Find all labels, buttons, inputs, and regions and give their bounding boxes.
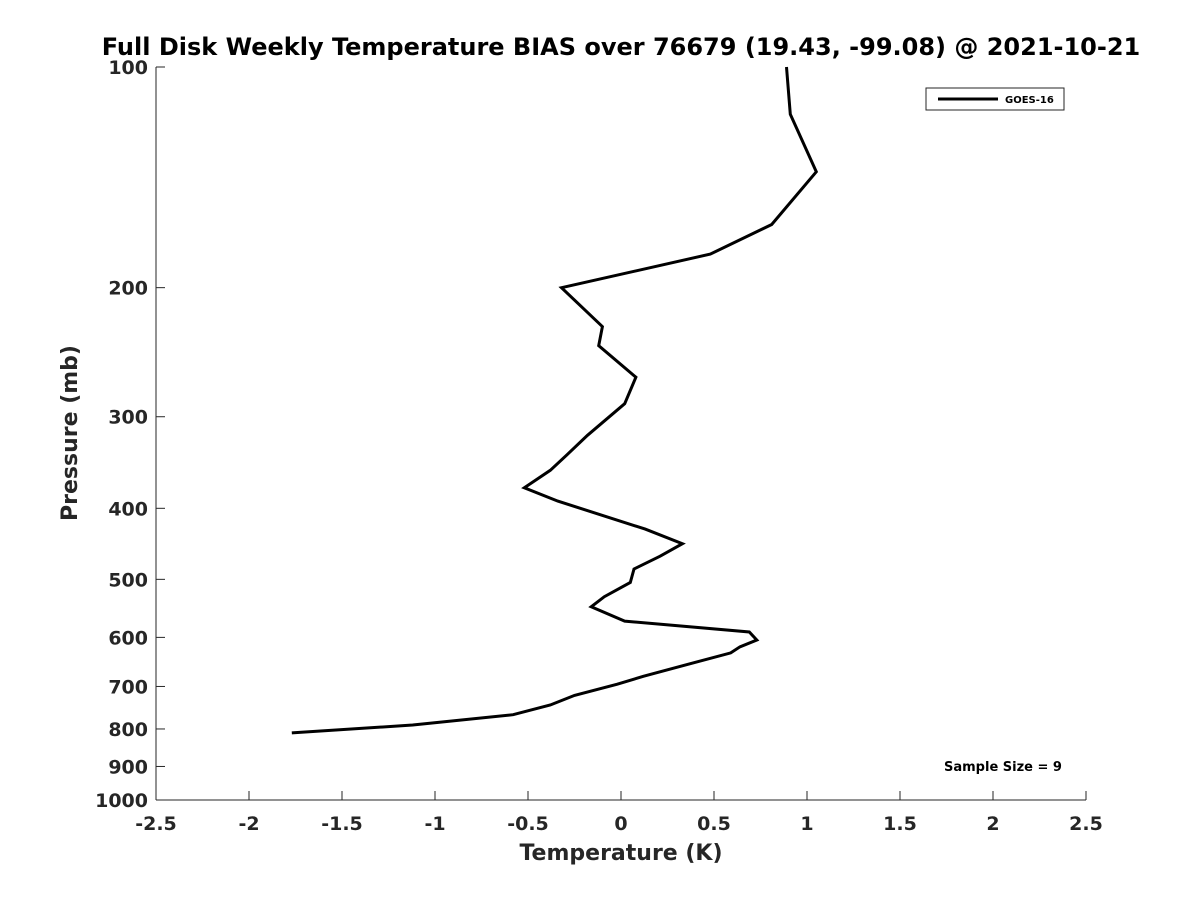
x-tick-label: 1.5 xyxy=(883,813,917,835)
x-tick-label: 2.5 xyxy=(1069,813,1103,835)
x-tick-label: -1 xyxy=(424,813,445,835)
y-tick-label: 400 xyxy=(108,498,148,520)
x-tick-label: -2.5 xyxy=(135,813,177,835)
legend-label-goes-16: GOES-16 xyxy=(1005,95,1054,106)
x-tick-label: 2 xyxy=(986,813,999,835)
sample-size-annotation: Sample Size = 9 xyxy=(944,760,1062,775)
x-tick-label: -1.5 xyxy=(321,813,363,835)
y-tick-label: 200 xyxy=(108,278,148,300)
x-tick-label: 0.5 xyxy=(697,813,731,835)
y-tick-label: 900 xyxy=(108,756,148,778)
chart-title: Full Disk Weekly Temperature BIAS over 7… xyxy=(102,33,1141,61)
x-axis-ticks: -2.5 -2 -1.5 -1 -0.5 0 0.5 1 1.5 2 2.5 xyxy=(135,791,1103,835)
y-tick-label: 300 xyxy=(108,407,148,429)
y-tick-label: 1000 xyxy=(95,790,148,812)
y-tick-label: 100 xyxy=(108,57,148,79)
x-tick-label: 1 xyxy=(800,813,813,835)
y-tick-label: 600 xyxy=(108,627,148,649)
series-layer xyxy=(291,66,819,735)
y-axis-label: Pressure (mb) xyxy=(58,345,83,521)
x-tick-label: -0.5 xyxy=(507,813,549,835)
legend: GOES-16 xyxy=(925,87,1065,111)
x-tick-label: 0 xyxy=(614,813,627,835)
y-tick-label: 700 xyxy=(108,676,148,698)
x-tick-label: -2 xyxy=(238,813,259,835)
x-axis-label: Temperature (K) xyxy=(519,841,722,866)
y-axis-ticks: 100 200 300 400 500 600 700 800 900 1000 xyxy=(95,57,165,812)
series-line-goes-16 xyxy=(291,66,819,735)
y-tick-label: 500 xyxy=(108,569,148,591)
y-tick-label: 800 xyxy=(108,719,148,741)
